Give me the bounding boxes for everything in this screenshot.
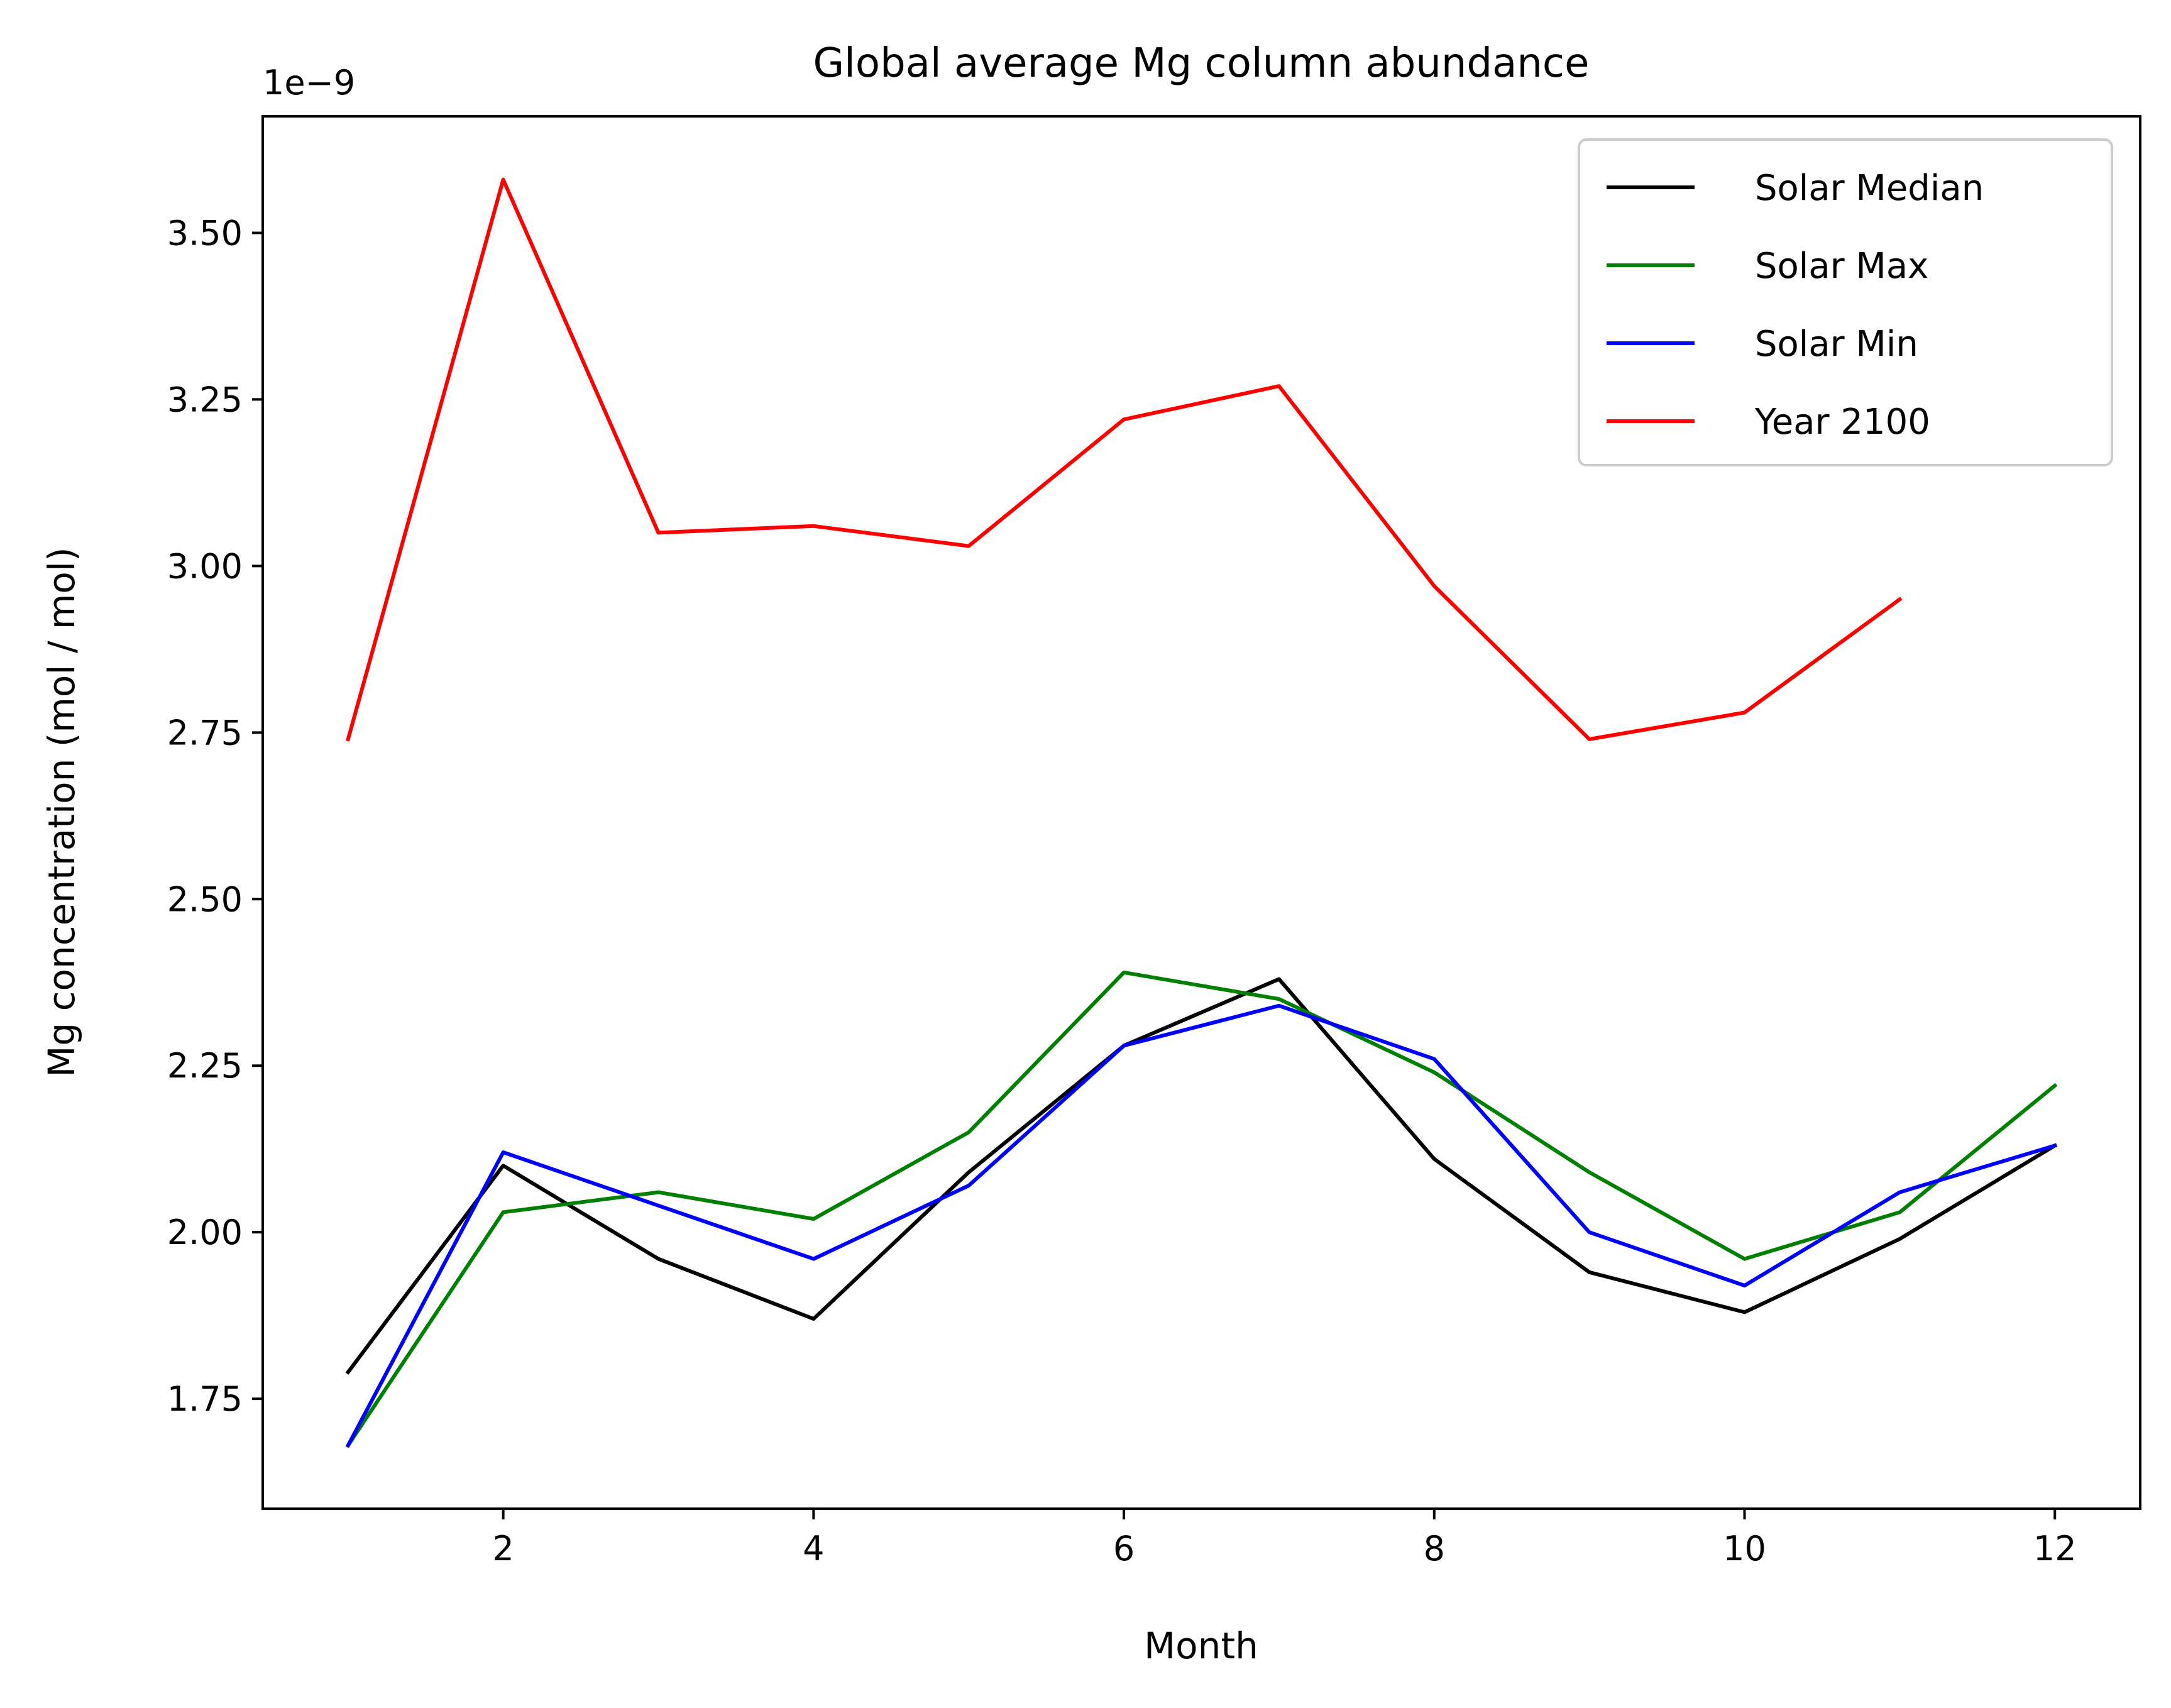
series-line-year-2100 [346,177,1903,742]
y-tick-label: 3.00 [167,546,243,586]
y-tick-label: 2.00 [167,1213,243,1252]
legend-box [1578,138,2113,466]
y-axis-ticks: 1.75 2.00 2.25 2.50 2.75 3.00 3.25 3.50 [167,213,263,1419]
series-line-solar-min [345,1003,2057,1448]
y-tick-label: 1.75 [167,1379,243,1419]
x-tick-label: 8 [1424,1529,1445,1568]
legend-items: Solar Median Solar Max Solar Min Year 2100 [1607,168,1984,443]
legend-label-year-2100: Year 2100 [1754,402,1930,443]
y-tick-label: 2.25 [167,1046,243,1086]
y-tick-label: 2.75 [167,713,243,752]
series-line-solar-max [345,970,2058,1448]
plot-area [261,115,2141,1510]
legend: Solar Median Solar Max Solar Min Year 2100 [1578,138,2113,466]
series-layer [345,177,2058,1448]
y-tick-label: 3.50 [167,213,243,253]
y-tick-label: 3.25 [167,380,243,419]
y-offset-label: 1e−9 [263,63,355,102]
x-axis-label: Month [1144,1624,1258,1667]
x-axis-ticks: 2 4 6 8 10 12 [492,1509,2077,1568]
x-tick-label: 2 [492,1529,514,1568]
legend-label-solar-median: Solar Median [1755,168,1984,209]
x-tick-label: 12 [2033,1529,2077,1568]
y-axis-label: Mg concentration (mol / mol) [40,547,83,1077]
x-tick-label: 4 [803,1529,824,1568]
x-tick-label: 6 [1113,1529,1135,1568]
y-tick-label: 2.50 [167,879,243,919]
x-tick-label: 10 [1723,1529,1766,1568]
legend-label-solar-min: Solar Min [1755,324,1918,365]
series-line-solar-median [345,977,2058,1375]
chart-title: Global average Mg column abundance [813,40,1590,87]
legend-label-solar-max: Solar Max [1755,246,1928,287]
plot-frame [261,115,2141,1510]
